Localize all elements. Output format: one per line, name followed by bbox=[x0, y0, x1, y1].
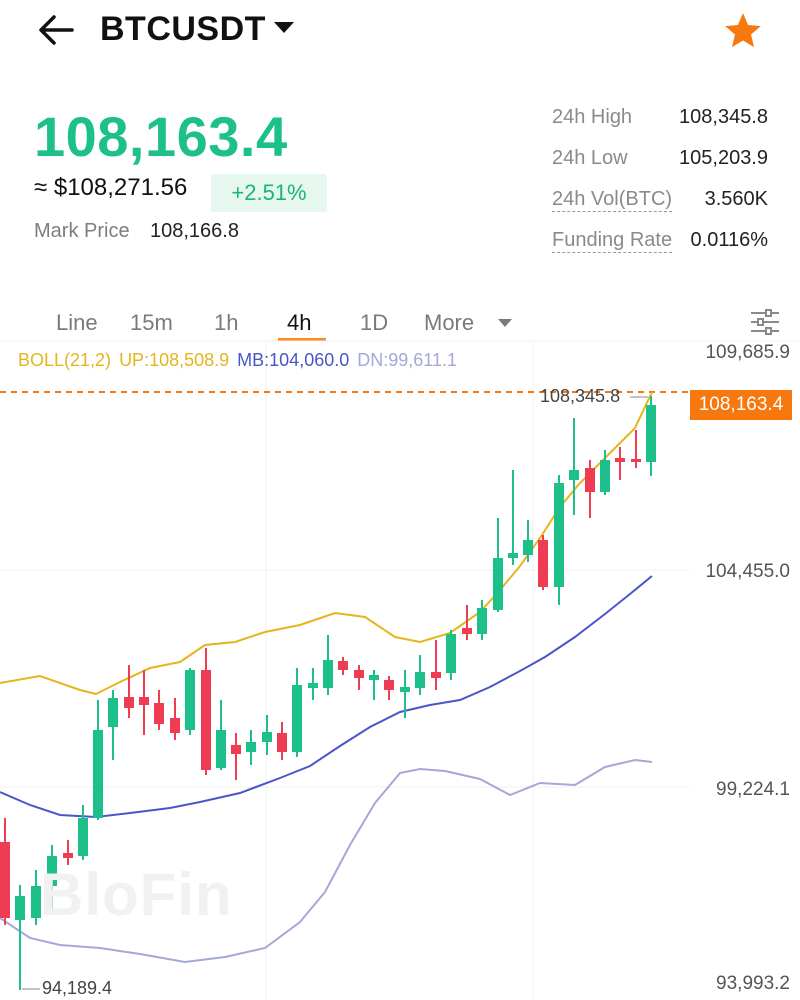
candle-body bbox=[384, 680, 394, 690]
tab-line[interactable]: Line bbox=[56, 310, 98, 335]
stats-panel: 24h High 108,345.8 24h Low 105,203.9 24h… bbox=[552, 106, 768, 270]
candle-body bbox=[139, 697, 149, 705]
candle-body bbox=[201, 670, 211, 770]
candle-body bbox=[93, 730, 103, 818]
boll-mb: MB:104,060.0 bbox=[237, 350, 350, 370]
stat-value: 105,203.9 bbox=[679, 147, 768, 169]
candle-body bbox=[15, 896, 25, 920]
mark-price-value: 108,166.8 bbox=[150, 220, 239, 242]
usd-approx-price: ≈ $108,271.56 bbox=[34, 174, 188, 201]
stat-value: 108,345.8 bbox=[679, 106, 768, 128]
stat-row-24h-vol: 24h Vol(BTC) 3.560K bbox=[552, 188, 768, 229]
y-axis-tick: 99,224.1 bbox=[716, 779, 790, 800]
star-icon[interactable] bbox=[722, 10, 764, 52]
candle-body bbox=[338, 661, 348, 670]
boll-name: BOLL(21,2) bbox=[18, 350, 112, 370]
candle-body bbox=[354, 670, 364, 678]
candle-body bbox=[369, 675, 379, 680]
candle-body bbox=[108, 698, 118, 727]
boll-legend: BOLL(21,2) UP:108,508.9 MB:104,060.0 DN:99,… bbox=[18, 350, 457, 371]
stat-row-funding-rate: Funding Rate 0.0116% bbox=[552, 229, 768, 270]
low-marker-label: 94,189.4 bbox=[42, 978, 113, 998]
candle-body bbox=[477, 608, 487, 634]
candle-body bbox=[323, 660, 333, 688]
candle-body bbox=[493, 558, 503, 610]
back-arrow-icon[interactable] bbox=[36, 12, 76, 48]
candle-body bbox=[615, 458, 625, 462]
stat-row-24h-low: 24h Low 105,203.9 bbox=[552, 147, 768, 188]
tab-1h[interactable]: 1h bbox=[214, 310, 239, 335]
candle-body bbox=[277, 733, 287, 752]
candle-body bbox=[262, 732, 272, 742]
candle-body bbox=[631, 459, 641, 462]
boll-up: UP:108,508.9 bbox=[119, 350, 230, 370]
stat-label: 24h Low bbox=[552, 147, 628, 169]
candle-body bbox=[31, 886, 41, 918]
y-axis-tick: 93,993.2 bbox=[716, 973, 790, 994]
stat-value: 3.560K bbox=[704, 188, 768, 210]
more-caret-icon[interactable] bbox=[498, 319, 512, 327]
symbol-title[interactable]: BTCUSDT bbox=[100, 10, 266, 48]
chart-settings-icon[interactable] bbox=[748, 305, 782, 339]
candle-body bbox=[308, 683, 318, 688]
candle-body bbox=[78, 818, 88, 856]
tab-1d[interactable]: 1D bbox=[360, 310, 389, 335]
candle-body bbox=[554, 483, 564, 587]
candlestick-chart[interactable] bbox=[0, 340, 800, 1000]
candle-body bbox=[216, 730, 226, 768]
mark-price-label: Mark Price bbox=[34, 220, 130, 242]
candle-body bbox=[154, 703, 164, 724]
candle-body bbox=[431, 672, 441, 678]
last-price-tag: 108,163.4 bbox=[690, 390, 792, 420]
candle-body bbox=[585, 468, 595, 492]
tab-15m[interactable]: 15m bbox=[130, 310, 173, 335]
candle-body bbox=[63, 853, 73, 858]
caret-down-icon[interactable] bbox=[274, 22, 294, 33]
stat-label[interactable]: Funding Rate bbox=[552, 229, 673, 253]
stat-row-24h-high: 24h High 108,345.8 bbox=[552, 106, 768, 147]
candle-body bbox=[462, 628, 472, 634]
candle-body bbox=[0, 842, 10, 918]
candle-body bbox=[446, 634, 456, 673]
candle-body bbox=[246, 742, 256, 752]
candles bbox=[0, 396, 656, 990]
candle-body bbox=[292, 685, 302, 752]
candle-body bbox=[569, 470, 579, 480]
candle-body bbox=[415, 672, 425, 688]
active-tab-indicator bbox=[278, 338, 326, 341]
candle-body bbox=[646, 405, 656, 462]
y-axis-tick: 109,685.9 bbox=[705, 342, 790, 363]
stat-label[interactable]: 24h Vol(BTC) bbox=[552, 188, 673, 212]
candle-body bbox=[47, 856, 57, 886]
boll-dn: DN:99,611.1 bbox=[357, 350, 457, 370]
timeframe-tabs: Line 15m 1h 4h 1D More bbox=[0, 300, 800, 344]
last-price: 108,163.4 bbox=[34, 105, 288, 168]
boll-middle-line bbox=[0, 575, 653, 819]
candle-body bbox=[170, 718, 180, 733]
candle-body bbox=[538, 540, 548, 587]
watermark-logo: BloFin bbox=[40, 861, 233, 928]
header: BTCUSDT bbox=[0, 0, 800, 60]
y-axis-tick: 104,455.0 bbox=[705, 561, 790, 582]
candle-body bbox=[185, 670, 195, 730]
stat-label: 24h High bbox=[552, 106, 633, 128]
candle-body bbox=[600, 460, 610, 492]
candle-body bbox=[523, 540, 533, 555]
candle-body bbox=[508, 553, 518, 558]
boll-lower-line bbox=[0, 758, 653, 964]
candle-body bbox=[231, 745, 241, 754]
candle-body bbox=[400, 687, 410, 692]
candle-body bbox=[124, 697, 134, 708]
tab-4h[interactable]: 4h bbox=[287, 310, 312, 335]
change-badge: +2.51% bbox=[211, 174, 327, 212]
high-marker-label: 108,345.8 bbox=[540, 386, 621, 406]
stat-value: 0.0116% bbox=[690, 229, 768, 251]
tab-more[interactable]: More bbox=[424, 310, 475, 335]
